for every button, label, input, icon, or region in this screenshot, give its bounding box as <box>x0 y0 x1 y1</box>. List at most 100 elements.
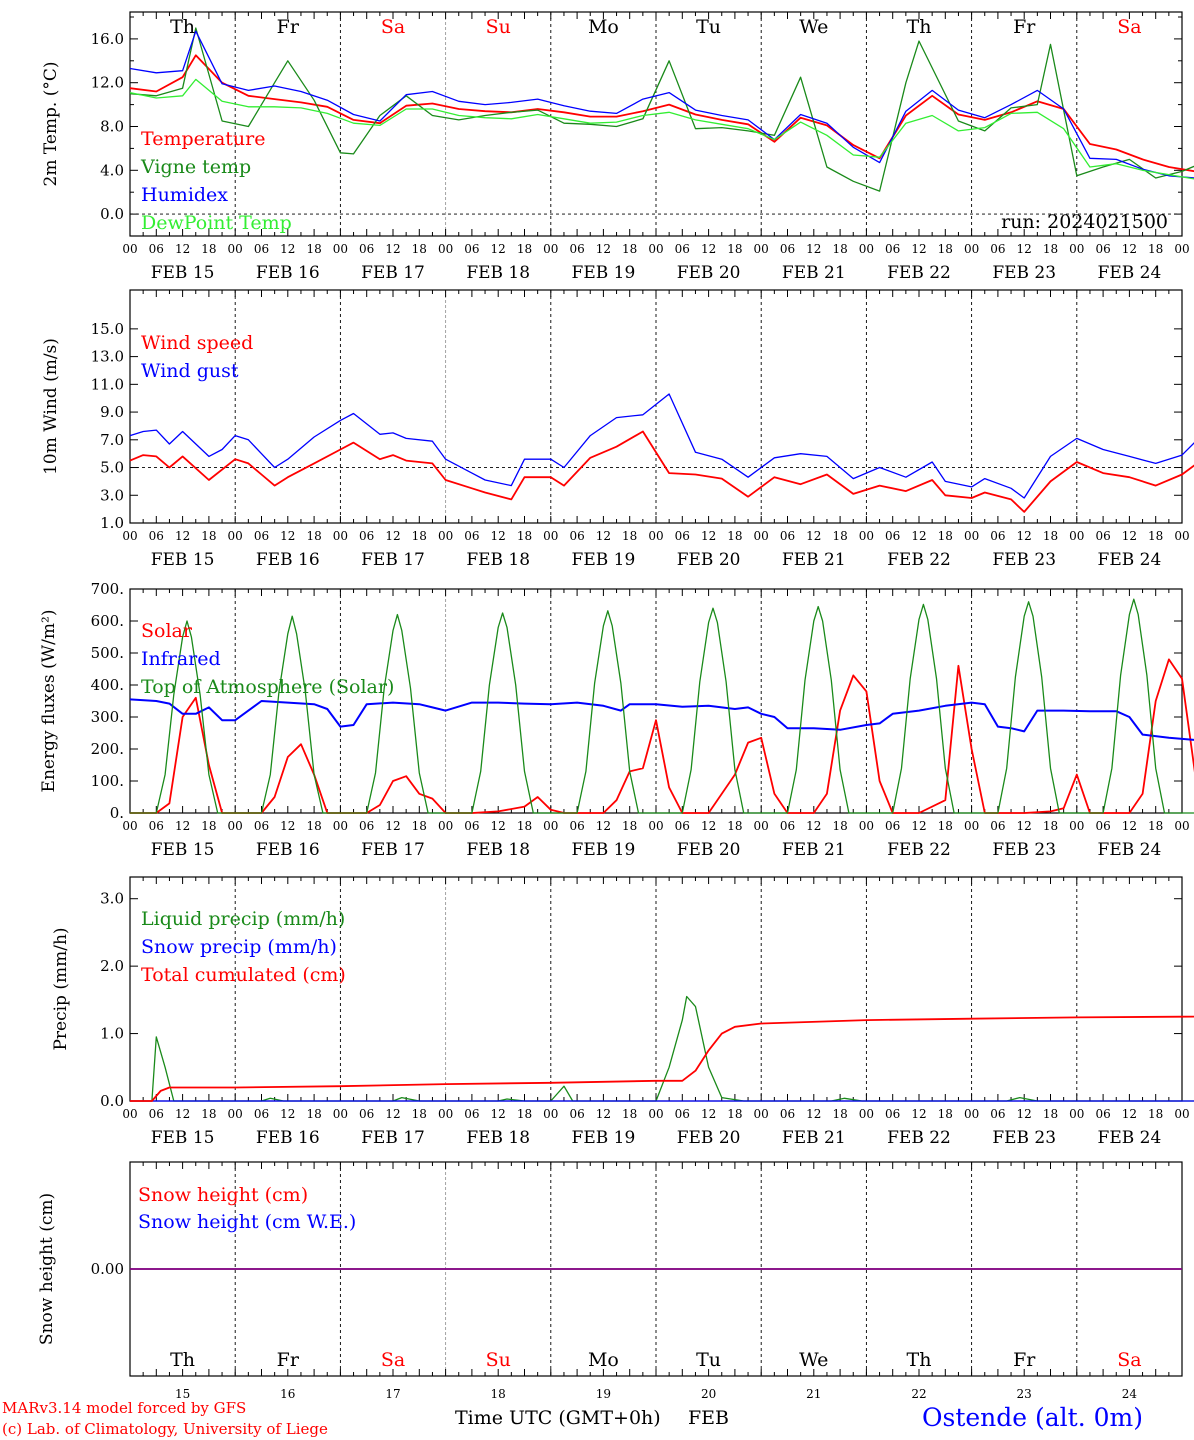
hour-tick-label: 06 <box>885 1107 900 1121</box>
weekday-label: Sa <box>1117 16 1141 38</box>
date-label: FEB 18 <box>466 840 530 860</box>
hour-tick-label: 00 <box>122 1107 137 1121</box>
date-label: FEB 21 <box>782 840 846 860</box>
y-tick-label: 1.0 <box>100 514 124 532</box>
hour-tick-label: 00 <box>754 529 769 543</box>
hour-tick-label: 06 <box>780 1107 795 1121</box>
hour-tick-label: 18 <box>938 242 953 256</box>
hour-tick-label: 06 <box>464 529 479 543</box>
hour-tick-label: 12 <box>911 819 926 833</box>
date-label: FEB 21 <box>782 1128 846 1148</box>
hour-tick-label: 12 <box>911 529 926 543</box>
hour-tick-label: 12 <box>1017 529 1032 543</box>
weekday-label: Fr <box>277 1349 300 1371</box>
date-label: FEB 15 <box>151 1128 215 1148</box>
hour-tick-label: 18 <box>517 242 532 256</box>
hour-tick-label: 12 <box>385 819 400 833</box>
weekday-label: Su <box>486 1349 511 1371</box>
hour-tick-label: 06 <box>780 819 795 833</box>
hour-tick-label: 00 <box>333 529 348 543</box>
y-tick-label: 200. <box>91 740 124 758</box>
y-axis-label: Energy fluxes (W/m²) <box>39 610 59 793</box>
hour-tick-label: 06 <box>1095 819 1110 833</box>
y-axis-label: 10m Wind (m/s) <box>41 338 61 475</box>
hour-tick-label: 18 <box>622 1107 637 1121</box>
day-number-label: 17 <box>385 1387 400 1401</box>
hour-tick-label: 12 <box>385 529 400 543</box>
date-label: FEB 18 <box>466 263 530 283</box>
day-number-label: 23 <box>1017 1387 1032 1401</box>
series-line-solar <box>130 658 1194 814</box>
day-number-label: 21 <box>806 1387 821 1401</box>
hour-tick-label: 00 <box>648 819 663 833</box>
date-label: FEB 19 <box>572 550 636 570</box>
date-label: FEB 23 <box>992 263 1056 283</box>
hour-tick-label: 00 <box>333 819 348 833</box>
hour-tick-label: 06 <box>990 1107 1005 1121</box>
legend-entry: Infrared <box>141 648 221 670</box>
hour-tick-label: 06 <box>569 819 584 833</box>
y-tick-label: 3.0 <box>100 486 124 504</box>
hour-tick-label: 18 <box>201 529 216 543</box>
hour-tick-label: 12 <box>911 242 926 256</box>
hour-tick-label: 18 <box>412 1107 427 1121</box>
hour-tick-label: 18 <box>306 242 321 256</box>
run-label: run: 2024021500 <box>1001 211 1168 233</box>
series-line-liquid-precip-mm-h <box>130 995 1194 1102</box>
hour-tick-label: 18 <box>622 242 637 256</box>
legend-entry: Wind speed <box>141 332 253 354</box>
y-tick-label: 3.0 <box>100 890 124 908</box>
hour-tick-label: 12 <box>491 242 506 256</box>
hour-tick-label: 06 <box>464 1107 479 1121</box>
hour-tick-label: 18 <box>832 529 847 543</box>
weekday-label: Th <box>907 1349 932 1371</box>
hour-tick-label: 06 <box>254 819 269 833</box>
hour-tick-label: 12 <box>280 1107 295 1121</box>
hour-tick-label: 12 <box>1122 242 1137 256</box>
weekday-label: Fr <box>1013 1349 1036 1371</box>
date-label: FEB 23 <box>992 550 1056 570</box>
y-tick-label: 15.0 <box>91 320 124 338</box>
date-label: FEB 16 <box>256 840 320 860</box>
y-axis-label: Snow height (cm) <box>37 1193 57 1345</box>
hour-tick-label: 06 <box>464 819 479 833</box>
hour-tick-label: 12 <box>1017 819 1032 833</box>
date-label: FEB 21 <box>782 550 846 570</box>
y-axis-label: 2m Temp. (°C) <box>41 61 61 186</box>
hour-tick-label: 18 <box>412 819 427 833</box>
date-label: FEB 16 <box>256 550 320 570</box>
hour-tick-label: 00 <box>1069 242 1084 256</box>
hour-tick-label: 00 <box>648 242 663 256</box>
hour-tick-label: 18 <box>1043 529 1058 543</box>
weekday-label: Mo <box>588 16 619 38</box>
hour-tick-label: 00 <box>438 819 453 833</box>
hour-tick-label: 18 <box>727 529 742 543</box>
date-label: FEB 20 <box>677 550 741 570</box>
hour-tick-label: 00 <box>438 529 453 543</box>
hour-tick-label: 00 <box>964 1107 979 1121</box>
hour-tick-label: 18 <box>306 1107 321 1121</box>
legend-entry: Wind gust <box>141 360 239 382</box>
hour-tick-label: 06 <box>675 819 690 833</box>
y-tick-label: 9.0 <box>100 403 124 421</box>
hour-tick-label: 06 <box>780 242 795 256</box>
day-number-label: 15 <box>175 1387 190 1401</box>
hour-tick-label: 00 <box>1174 242 1189 256</box>
hour-tick-label: 12 <box>806 819 821 833</box>
hour-tick-label: 06 <box>1095 1107 1110 1121</box>
hour-tick-label: 12 <box>1017 1107 1032 1121</box>
hour-tick-label: 06 <box>254 242 269 256</box>
weekday-label: Sa <box>1117 1349 1141 1371</box>
date-label: FEB 15 <box>151 550 215 570</box>
y-tick-label: 1.0 <box>100 1025 124 1043</box>
hour-tick-label: 12 <box>1017 242 1032 256</box>
hour-tick-label: 18 <box>622 529 637 543</box>
weekday-label: Sa <box>381 16 405 38</box>
weekday-label: Th <box>907 16 932 38</box>
hour-tick-label: 06 <box>359 1107 374 1121</box>
hour-tick-label: 00 <box>754 1107 769 1121</box>
y-tick-label: 700. <box>91 580 124 598</box>
hour-tick-label: 12 <box>1122 819 1137 833</box>
hour-tick-label: 00 <box>122 529 137 543</box>
hour-tick-label: 00 <box>964 529 979 543</box>
